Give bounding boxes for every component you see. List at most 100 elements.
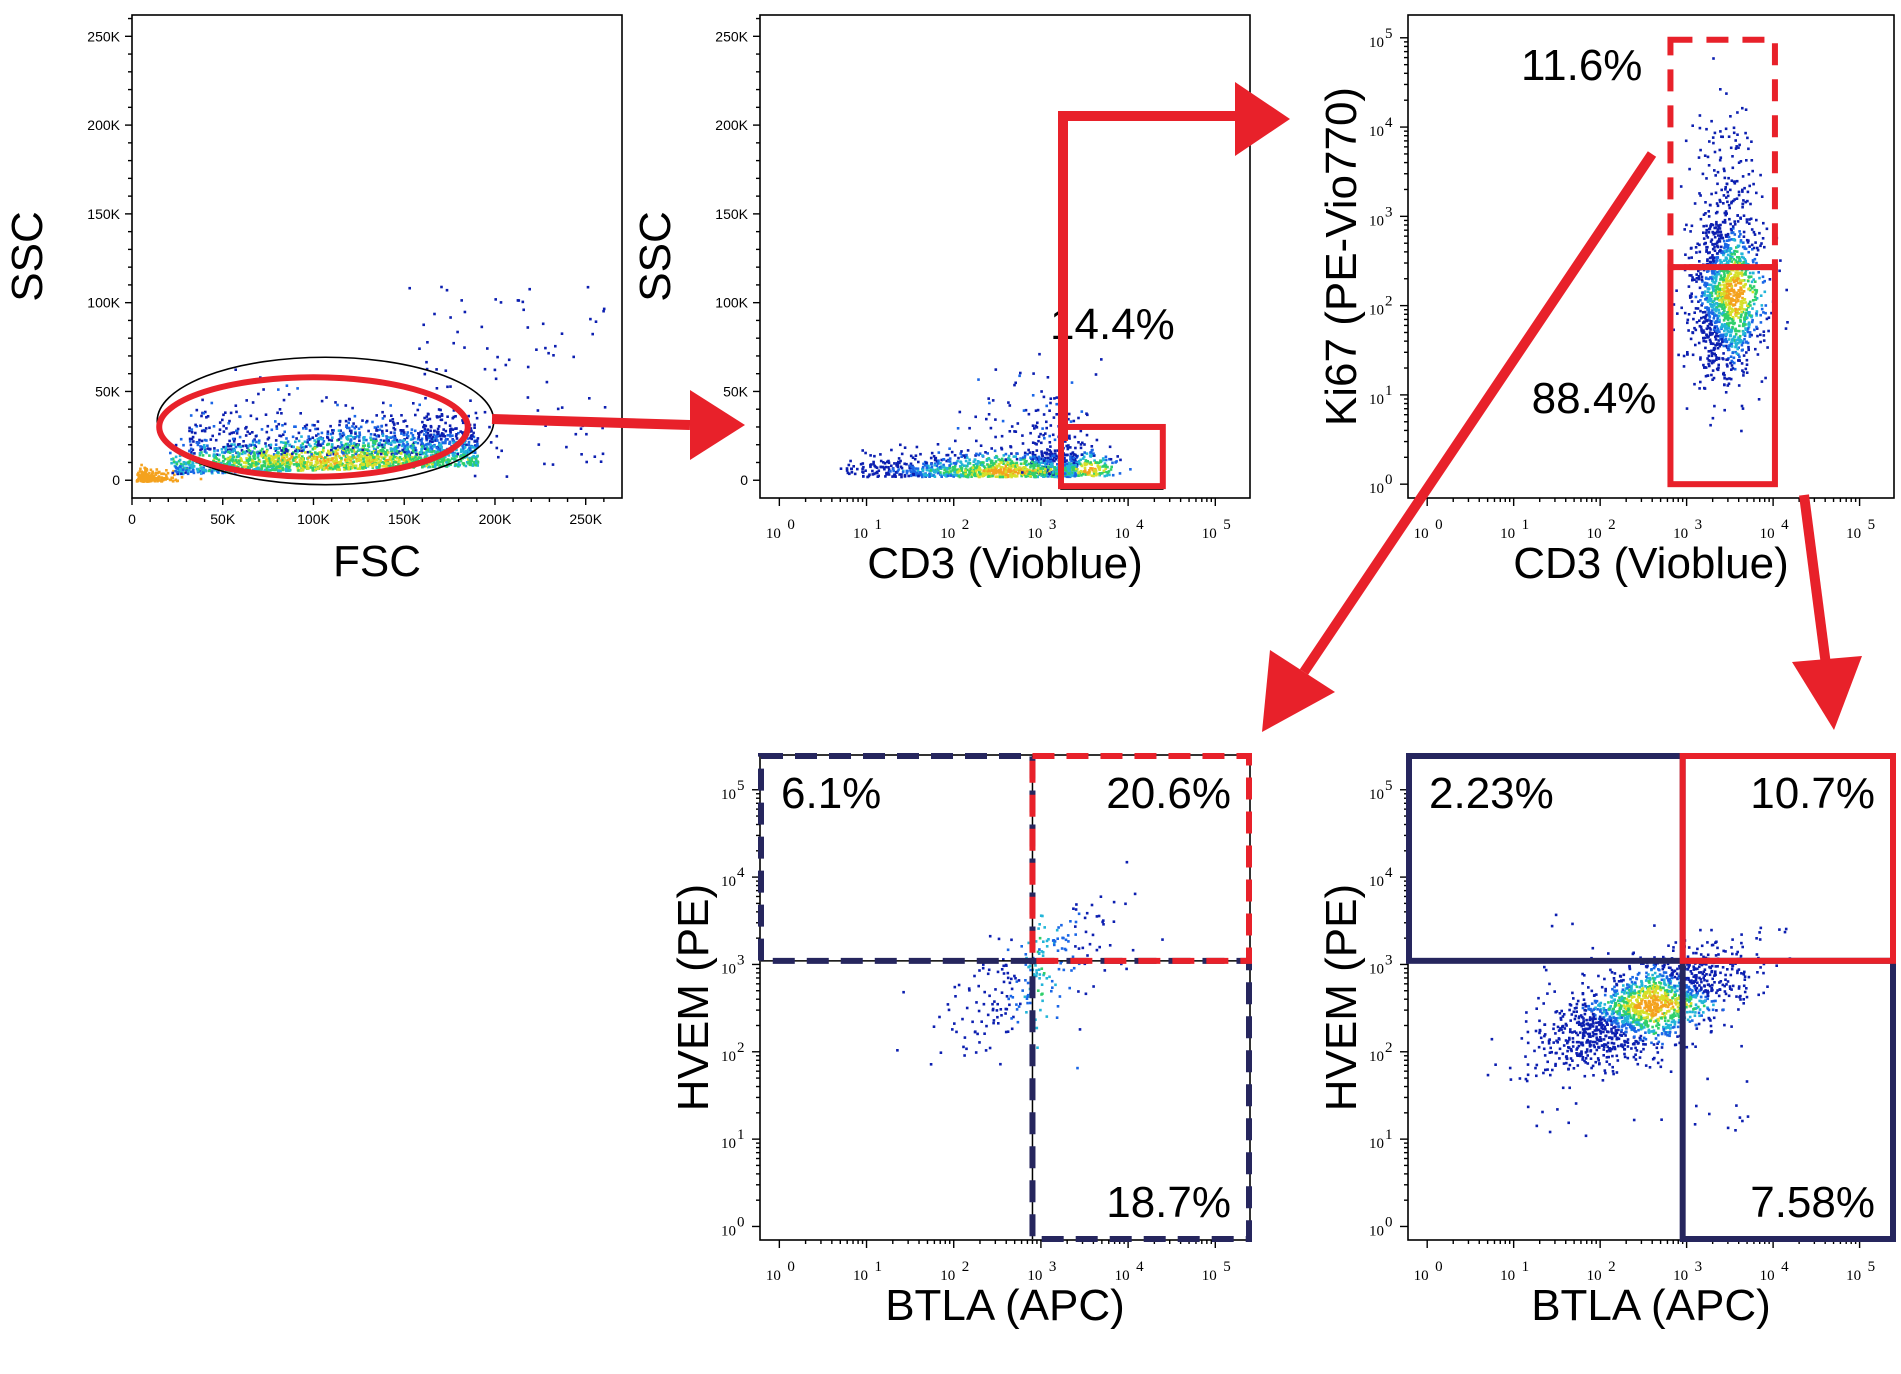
panel1-event-dot [433, 312, 436, 316]
panel2-event-dot [985, 417, 988, 421]
panel3-event-dot [1728, 206, 1731, 210]
panel2-event-dot [1031, 452, 1035, 456]
panel2-event-dot [1074, 467, 1078, 471]
panel1-event-dot [254, 461, 258, 464]
panel1-event-dot [272, 460, 276, 464]
panel3-event-dot [1714, 338, 1718, 341]
panel3-event-dot [1733, 303, 1737, 307]
panel2-event-dot [1028, 451, 1032, 454]
panel1-event-dot [248, 432, 252, 435]
panel1-event-dot [367, 442, 370, 445]
panel1-event-dot [456, 453, 459, 456]
panel2-event-dot [1069, 474, 1073, 478]
panel1-event-dot [463, 453, 466, 457]
panel1-event-dot [376, 454, 379, 458]
panel2-event-dot [1091, 468, 1094, 472]
panel2-event-dot [1044, 463, 1047, 466]
panel2-event-dot [1021, 473, 1025, 477]
panel1-event-dot [315, 434, 318, 437]
panel1-event-dot [306, 441, 309, 444]
panel1-event-dot [305, 423, 309, 427]
panel1-event-dot [281, 446, 285, 450]
panel1-event-dot [341, 434, 344, 438]
panel1-event-dot [249, 452, 253, 455]
panel1-event-dot [420, 457, 423, 461]
panel1-event-dot [340, 458, 343, 462]
panel1-event-dot [340, 443, 344, 447]
panel3-event-dot [1717, 311, 1721, 315]
panel2-event-dot [1009, 462, 1012, 465]
panel1-event-dot [378, 465, 381, 469]
panel3-event-dot [1711, 378, 1714, 381]
panel1-event-dot [411, 449, 415, 453]
panel2-event-dot [884, 475, 887, 478]
panel1-event-dot [378, 441, 382, 445]
panel1-event-dot [222, 413, 225, 417]
panel2-event-dot [942, 463, 945, 467]
panel1-event-dot [275, 425, 278, 428]
panel1-event-dot [351, 445, 354, 448]
panel3-event-dot [1740, 429, 1743, 433]
panel2-event-dot [1085, 433, 1089, 437]
panel3-event-dot [1737, 146, 1740, 149]
panel1-event-dot [424, 452, 428, 456]
panel3-event-dot [1729, 227, 1733, 231]
panel2-event-dot [1022, 409, 1026, 412]
panel2-event-dot [949, 462, 953, 466]
panel1-event-dot [339, 432, 342, 436]
panel1-event-dot [224, 445, 228, 449]
panel1-event-dot [341, 447, 345, 450]
panel3-event-dot [1714, 262, 1717, 265]
panel1-event-dot [475, 455, 479, 458]
panel1-event-dot [230, 443, 233, 446]
panel2-event-dot [1025, 463, 1029, 467]
panel2-event-dot [1025, 459, 1028, 463]
panel1-event-dot [373, 442, 377, 446]
panel2-event-dot [1071, 471, 1075, 475]
panel2-event-dot [909, 462, 913, 466]
panel3-event-dot [1727, 382, 1731, 386]
panel3-event-dot [1741, 106, 1744, 110]
panel1-event-dot [416, 441, 420, 445]
panel1-event-dot [380, 460, 384, 464]
panel3-event-dot [1748, 335, 1752, 338]
panel2-event-dot [1002, 469, 1006, 472]
panel1-event-dot [331, 429, 334, 432]
panel2-event-dot [994, 460, 998, 463]
panel1-event-dot [467, 414, 470, 418]
panel2-event-dot [1092, 474, 1095, 478]
panel1-event-dot [349, 465, 352, 469]
panel3-event-dot [1760, 242, 1763, 245]
panel3-event-dot [1709, 276, 1712, 280]
panel3-event-dot [1717, 308, 1721, 312]
panel1-event-dot [208, 454, 211, 457]
panel3-event-dot [1699, 299, 1702, 302]
panel3-event-dot [1702, 231, 1705, 234]
panel1-event-dot [330, 448, 333, 452]
panel1-event-dot [205, 439, 208, 442]
panel2-event-dot [926, 474, 929, 477]
panel1-event-dot [389, 419, 392, 422]
panel2-event-dot [1092, 452, 1095, 455]
panel2-event-dot [1094, 470, 1098, 474]
panel1-event-dot [339, 429, 342, 432]
panel1-event-dot [317, 440, 320, 443]
panel1-event-dot [424, 424, 428, 428]
panel2-event-dot [1073, 435, 1077, 439]
panel1-event-dot [288, 457, 292, 461]
panel1-event-dot [216, 449, 219, 452]
panel1-event-dot [374, 438, 378, 441]
panel1-event-dot [310, 453, 313, 456]
panel1-event-dot [225, 427, 228, 430]
panel3-event-dot [1682, 365, 1686, 368]
panel3-event-dot [1699, 358, 1702, 361]
panel1-event-dot [402, 433, 406, 437]
panel2-event-dot [989, 465, 993, 468]
panel1-event-dot [399, 451, 403, 455]
panel2-event-dot [1067, 412, 1071, 416]
panel3-event-dot [1686, 321, 1689, 325]
panel1-event-dot [451, 416, 455, 420]
panel3-event-dot [1738, 143, 1741, 147]
panel1-event-dot [343, 468, 346, 471]
panel3-event-dot [1728, 321, 1731, 325]
